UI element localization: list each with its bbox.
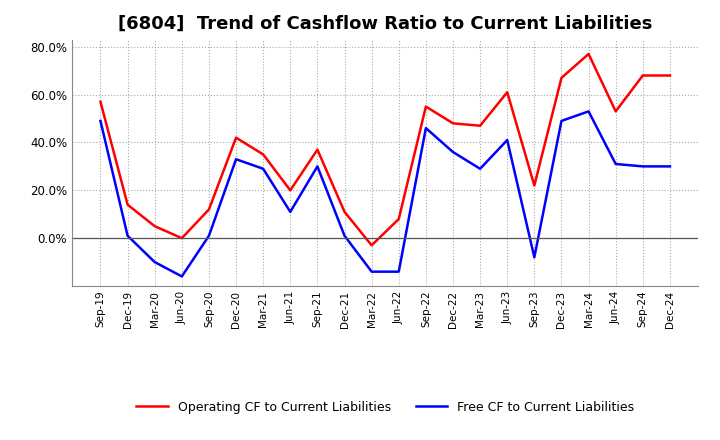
Operating CF to Current Liabilities (259, 152, 268, 157)
Operating CF to Current Liabilities (611, 109, 620, 114)
Operating CF to Current Liabilities (665, 73, 674, 78)
Free CF to Current Liabilities (204, 233, 213, 238)
Free CF to Current Liabilities (341, 233, 349, 238)
Operating CF to Current Liabilities (286, 188, 294, 193)
Operating CF to Current Liabilities (178, 235, 186, 241)
Operating CF to Current Liabilities (123, 202, 132, 207)
Free CF to Current Liabilities (367, 269, 376, 274)
Operating CF to Current Liabilities (639, 73, 647, 78)
Operating CF to Current Liabilities (96, 99, 105, 104)
Free CF to Current Liabilities (178, 274, 186, 279)
Free CF to Current Liabilities (476, 166, 485, 172)
Line: Operating CF to Current Liabilities: Operating CF to Current Liabilities (101, 54, 670, 246)
Free CF to Current Liabilities (611, 161, 620, 167)
Free CF to Current Liabilities (150, 260, 159, 265)
Free CF to Current Liabilities (557, 118, 566, 124)
Free CF to Current Liabilities (232, 157, 240, 162)
Free CF to Current Liabilities (449, 150, 457, 155)
Legend: Operating CF to Current Liabilities, Free CF to Current Liabilities: Operating CF to Current Liabilities, Fre… (131, 396, 639, 419)
Free CF to Current Liabilities (96, 118, 105, 124)
Free CF to Current Liabilities (639, 164, 647, 169)
Free CF to Current Liabilities (421, 125, 430, 131)
Operating CF to Current Liabilities (584, 51, 593, 57)
Operating CF to Current Liabilities (395, 216, 403, 222)
Operating CF to Current Liabilities (449, 121, 457, 126)
Operating CF to Current Liabilities (476, 123, 485, 128)
Free CF to Current Liabilities (123, 233, 132, 238)
Operating CF to Current Liabilities (367, 243, 376, 248)
Operating CF to Current Liabilities (150, 224, 159, 229)
Operating CF to Current Liabilities (503, 90, 511, 95)
Free CF to Current Liabilities (259, 166, 268, 172)
Free CF to Current Liabilities (395, 269, 403, 274)
Operating CF to Current Liabilities (232, 135, 240, 140)
Operating CF to Current Liabilities (204, 207, 213, 212)
Free CF to Current Liabilities (503, 137, 511, 143)
Free CF to Current Liabilities (665, 164, 674, 169)
Operating CF to Current Liabilities (530, 183, 539, 188)
Operating CF to Current Liabilities (341, 209, 349, 214)
Free CF to Current Liabilities (530, 255, 539, 260)
Line: Free CF to Current Liabilities: Free CF to Current Liabilities (101, 111, 670, 276)
Operating CF to Current Liabilities (313, 147, 322, 152)
Operating CF to Current Liabilities (557, 75, 566, 81)
Free CF to Current Liabilities (584, 109, 593, 114)
Operating CF to Current Liabilities (421, 104, 430, 109)
Free CF to Current Liabilities (286, 209, 294, 214)
Free CF to Current Liabilities (313, 164, 322, 169)
Title: [6804]  Trend of Cashflow Ratio to Current Liabilities: [6804] Trend of Cashflow Ratio to Curren… (118, 15, 652, 33)
